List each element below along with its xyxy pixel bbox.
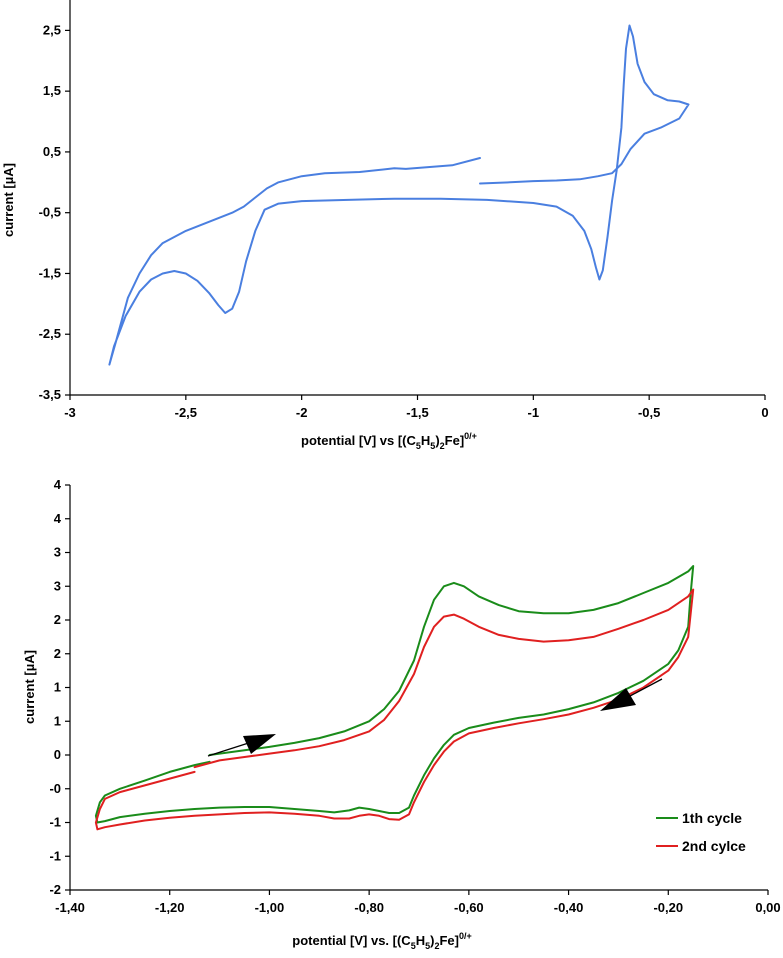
- x-tick-label: 0,00: [755, 900, 780, 915]
- y-tick-label: -1,5: [39, 265, 61, 280]
- y-tick-label: -3,5: [39, 387, 61, 402]
- chart-bottom-axes: [65, 484, 769, 895]
- x-tick-label: -2: [296, 405, 308, 420]
- chart-top-tick-labels: -3,5 -2,5 -1,5 -0,5 0,5 1,5 2,5 -3 -2,5 -2 -1,5 -1 -…: [39, 22, 769, 420]
- y-tick-label: 1,5: [43, 83, 61, 98]
- series-line-1th-cycle: [94, 565, 695, 824]
- y-tick-label: -2,5: [39, 326, 61, 341]
- x-tick-label: -0,20: [653, 900, 683, 915]
- y-tick-label: 3: [54, 545, 61, 560]
- scan-direction-arrow-reverse: [600, 678, 663, 711]
- chart-bottom-tick-labels: -2 -1 -1 -0 0 1 1 2 2 3 3 4 4 -1,40 -1,20 -1,00 -0,80 -0,…: [49, 477, 780, 915]
- chart-top-x-axis-title: potential [V] vs [(C5H5)2Fe]0/+: [301, 431, 477, 451]
- y-tick-label: 3: [54, 578, 61, 593]
- x-tick-label: -2,5: [175, 405, 197, 420]
- x-tick-label: -0,40: [554, 900, 584, 915]
- x-tick-label: -1,5: [406, 405, 428, 420]
- x-tick-label: 0: [761, 405, 768, 420]
- chart-bottom: -2 -1 -1 -0 0 1 1 2 2 3 3 4 4 -1,40 -1,20 -1,00 -0,80 -0,…: [22, 477, 781, 951]
- x-tick-label: -0,5: [638, 405, 660, 420]
- y-tick-label: 2,5: [43, 22, 61, 37]
- chart-bottom-series: [94, 565, 695, 831]
- y-tick-label: -0,5: [39, 205, 61, 220]
- chart-bottom-x-axis-title: potential [V] vs. [(C5H5)2Fe]0/+: [292, 931, 472, 951]
- y-tick-label: -1: [49, 815, 61, 830]
- legend-label-1th-cycle: 1th cycle: [682, 810, 742, 826]
- y-tick-label: 1: [54, 713, 61, 728]
- series-line-2nd-cylce: [94, 588, 695, 831]
- scan-direction-arrow-forward: [207, 734, 276, 757]
- chart-top-y-axis-title: current [µA]: [1, 163, 16, 237]
- chart-bottom-y-axis-title: current [µA]: [22, 650, 37, 724]
- legend: 1th cycle 2nd cylce: [656, 810, 746, 854]
- chart-top-series: [108, 24, 690, 366]
- y-tick-label: -1: [49, 848, 61, 863]
- x-tick-label: -0,60: [454, 900, 484, 915]
- x-tick-label: -1,00: [255, 900, 285, 915]
- legend-label-2nd-cycle: 2nd cylce: [682, 838, 746, 854]
- x-tick-label: -3: [64, 405, 76, 420]
- y-tick-label: 2: [54, 612, 61, 627]
- chart-top-axes: [65, 0, 766, 400]
- x-tick-label: -1,40: [55, 900, 85, 915]
- y-tick-label: 0: [54, 747, 61, 762]
- y-tick-label: 0,5: [43, 144, 61, 159]
- y-tick-label: -2: [49, 882, 61, 897]
- x-tick-label: -1: [528, 405, 540, 420]
- y-tick-label: 4: [54, 477, 62, 492]
- y-tick-label: 2: [54, 646, 61, 661]
- series-line-cv: [108, 24, 690, 366]
- y-tick-label: -0: [49, 781, 61, 796]
- y-tick-label: 4: [54, 511, 62, 526]
- x-tick-label: -0,80: [354, 900, 384, 915]
- chart-top: -3,5 -2,5 -1,5 -0,5 0,5 1,5 2,5 -3 -2,5 -2 -1,5 -1 -…: [1, 0, 769, 451]
- x-tick-label: -1,20: [155, 900, 185, 915]
- y-tick-label: 1: [54, 680, 61, 695]
